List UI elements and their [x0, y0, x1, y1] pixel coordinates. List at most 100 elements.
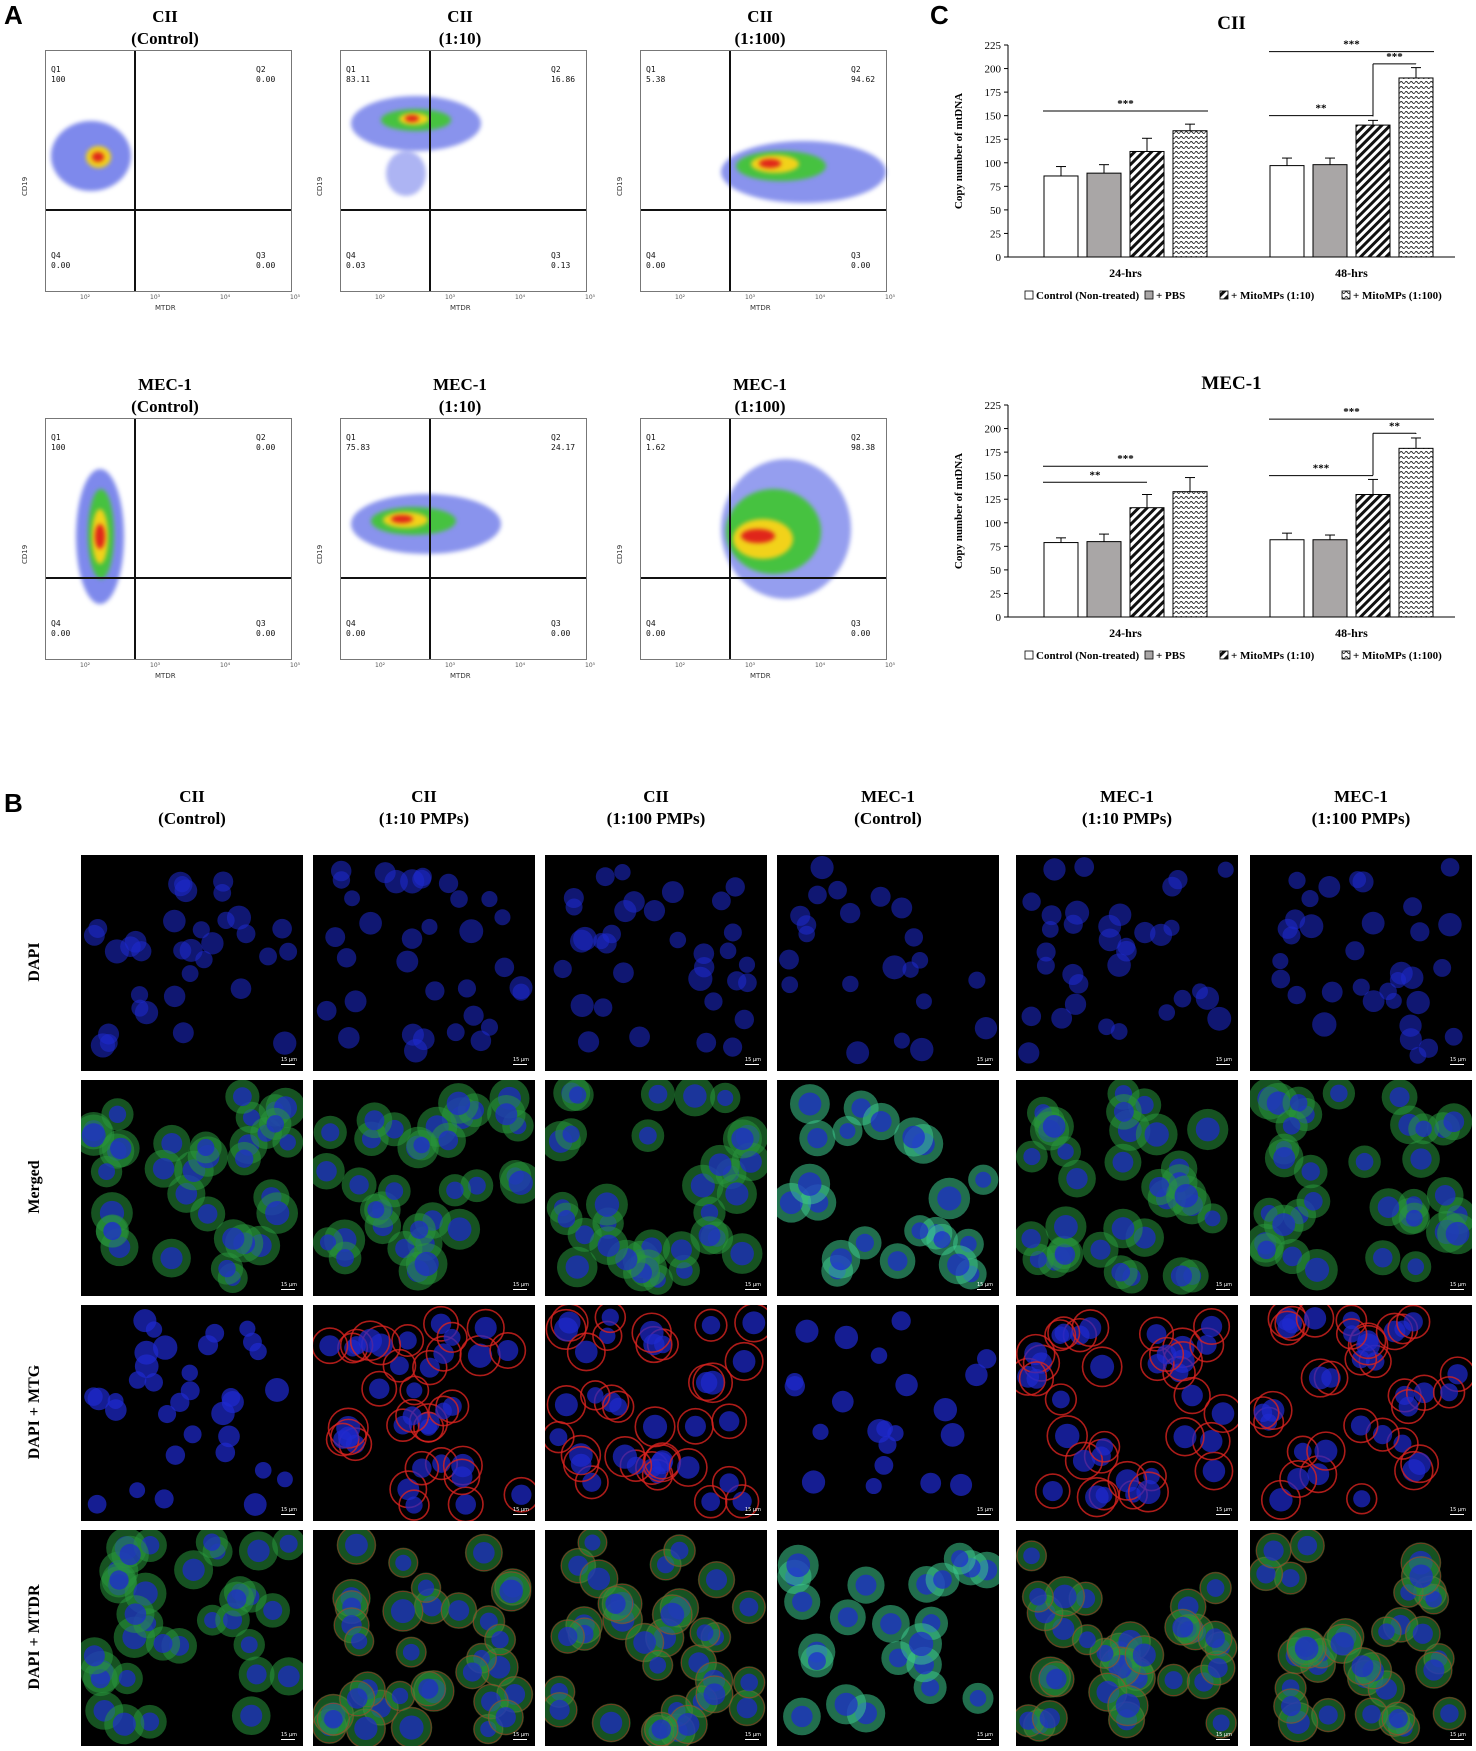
cell-nucleus — [575, 1225, 595, 1245]
legend-label: Control (Non-treated) — [1036, 650, 1139, 662]
scale-bar — [1450, 1739, 1464, 1740]
cell-nucleus — [418, 1678, 439, 1699]
flow-plot-title-line2: (Control) — [131, 397, 199, 416]
mitochondria-signal — [1199, 1572, 1232, 1604]
scale-bar-label: 15 µm — [1215, 1057, 1232, 1063]
cell-nucleus — [1026, 1368, 1047, 1389]
cell-nucleus — [882, 955, 907, 980]
quadrant-name: Q2 — [851, 65, 861, 74]
cell-nucleus — [410, 1220, 429, 1239]
cell-nucleus — [791, 1705, 813, 1728]
flow-y-axis-label: CD19 — [316, 176, 324, 196]
mitochondria-signal — [1279, 1459, 1318, 1499]
flow-x-tick: 10⁵ — [290, 294, 301, 301]
scale-bar — [1216, 1514, 1230, 1515]
mitochondria-signal — [545, 1692, 578, 1728]
scale-bar — [513, 1289, 527, 1290]
flow-plot-title-line1: MEC-1 — [433, 375, 487, 394]
cell-nucleus — [719, 942, 737, 960]
cell-nucleus — [1053, 1215, 1078, 1239]
cell-nucleus — [965, 1363, 988, 1387]
cell-nucleus — [1282, 1246, 1303, 1267]
gate-vertical-line — [429, 419, 431, 659]
cell-nucleus — [1253, 1403, 1273, 1423]
cell-nucleus — [1445, 1221, 1470, 1246]
cell-nucleus — [1256, 1564, 1276, 1584]
cell-nucleus — [730, 1241, 754, 1266]
cell-nucleus — [594, 1192, 620, 1217]
mitochondria-signal — [1390, 1389, 1427, 1425]
quadrant-name: Q1 — [346, 65, 356, 74]
cell-nucleus — [739, 1597, 759, 1617]
cell-nucleus — [801, 1470, 826, 1494]
cell-nucleus — [87, 1494, 107, 1514]
mitochondria-signal — [734, 1305, 767, 1343]
confocal-image: 15 µm — [313, 855, 535, 1071]
flow-plot-title: CII (Control) — [65, 6, 265, 50]
mitochondria-signal — [386, 1408, 420, 1442]
cell-nucleus — [1042, 1115, 1066, 1138]
scale-bar — [513, 1514, 527, 1515]
cell-nucleus — [600, 1711, 623, 1734]
cell-nucleus — [1410, 1148, 1432, 1170]
bar — [1129, 150, 1165, 258]
scale-bar — [977, 1064, 991, 1065]
scale-bar-label: 15 µm — [744, 1507, 761, 1513]
cell-nucleus — [587, 1387, 604, 1404]
cell-nucleus — [933, 1398, 958, 1422]
mitochondria-signal — [1072, 1624, 1103, 1655]
cell-nucleus — [731, 1127, 754, 1151]
cell-nucleus — [124, 930, 147, 953]
cell-nucleus — [153, 1634, 173, 1653]
legend-swatch — [1341, 650, 1351, 660]
flow-plot-title: MEC-1 (Control) — [65, 374, 265, 418]
cell-nucleus — [795, 1319, 819, 1343]
mitochondria-signal — [1371, 1616, 1402, 1647]
mitochondria-signal — [1148, 1336, 1185, 1373]
scale-bar-label: 15 µm — [1449, 1057, 1466, 1063]
cell-nucleus — [921, 1678, 940, 1697]
legend-label: + PBS — [1156, 650, 1185, 662]
flow-x-axis-label: MTDR — [750, 672, 771, 680]
cell-nucleus — [1263, 1540, 1284, 1561]
flow-plot-title-line1: CII — [152, 7, 178, 26]
cell-nucleus — [812, 1423, 829, 1440]
quadrant-name: Q3 — [851, 251, 861, 260]
cell-nucleus — [573, 926, 597, 951]
cell-nucleus — [463, 1005, 484, 1026]
flow-plot-title: CII (1:10) — [360, 6, 560, 50]
cell-nucleus — [1112, 1151, 1134, 1173]
cell-nucleus — [587, 1567, 611, 1591]
cell-nucleus — [1096, 1644, 1114, 1662]
scale-bar-label: 15 µm — [1215, 1507, 1232, 1513]
cell-nucleus — [1389, 971, 1407, 989]
cell-nucleus — [834, 1692, 858, 1716]
cell-nucleus — [1205, 1628, 1225, 1649]
cell-nucleus — [443, 1328, 461, 1346]
cell-nucleus — [549, 1428, 568, 1447]
gate-horizontal-line — [341, 577, 586, 579]
panel-letter-c: C — [930, 0, 949, 30]
bar — [1355, 494, 1391, 618]
quadrant-name: Q3 — [551, 251, 561, 260]
mitochondria-signal — [349, 1320, 391, 1362]
cell-nucleus — [719, 1411, 740, 1432]
flow-plot-title-line1: CII — [447, 7, 473, 26]
legend-label: + PBS — [1156, 290, 1185, 302]
flow-plot: Q1 1.62 Q2 98.38 Q4 0.00 Q3 0.00 — [640, 418, 887, 660]
cell-nucleus — [660, 1602, 685, 1627]
cell-nucleus — [1164, 1671, 1183, 1690]
mitochondria-signal — [1127, 1471, 1169, 1513]
mitochondria-signal — [395, 1398, 430, 1433]
quadrant-label-q3: Q3 0.13 — [551, 251, 570, 271]
cell-nucleus — [1023, 1547, 1040, 1565]
cell-nucleus — [553, 959, 572, 979]
cell-nucleus — [512, 983, 530, 1001]
cell-nucleus — [1272, 1213, 1296, 1237]
cell-nucleus — [1423, 1659, 1445, 1681]
mitochondria-signal — [1138, 1316, 1175, 1352]
cell-nucleus — [495, 1103, 518, 1126]
cell-nucleus — [1079, 1317, 1102, 1339]
cell-nucleus — [165, 1445, 186, 1465]
cell-nucleus — [1288, 871, 1306, 890]
